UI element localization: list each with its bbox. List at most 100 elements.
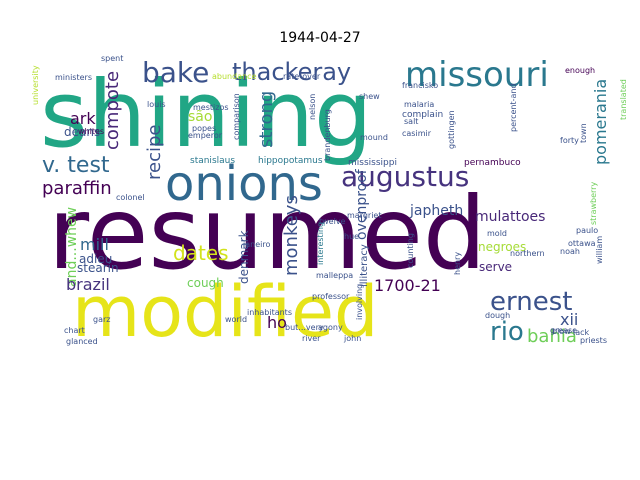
cloud-word: john — [343, 334, 361, 343]
cloud-word: ottawa — [568, 239, 596, 248]
cloud-word: blow — [552, 327, 571, 336]
cloud-word: noah — [560, 247, 580, 256]
cloud-word: twelve — [319, 217, 346, 226]
cloud-word: abundance — [212, 72, 257, 81]
cloud-word: cough — [187, 276, 224, 290]
cloud-word: modified — [72, 271, 379, 353]
cloud-word: ovenproof — [354, 168, 370, 240]
cloud-word: denmark — [237, 230, 251, 284]
cloud-word: louis — [147, 100, 166, 109]
cloud-word: comparison — [232, 93, 241, 140]
cloud-word: mill — [80, 235, 109, 254]
cloud-word: malaria — [404, 100, 434, 109]
cloud-word: complain — [402, 110, 443, 120]
cloud-word: bahia — [527, 326, 577, 347]
cloud-word: onions — [165, 156, 323, 212]
cloud-word: mold — [487, 229, 507, 238]
cloud-word: stanislaus — [190, 156, 235, 166]
cloud-word: casimir — [402, 129, 432, 138]
cloud-word: william — [595, 236, 604, 264]
cloud-word: northern — [510, 249, 545, 258]
cloud-word: grease — [550, 326, 577, 335]
cloud-word: agony — [318, 323, 343, 332]
cloud-word: and...whew — [64, 207, 80, 287]
cloud-word: mound — [360, 133, 388, 142]
cloud-word: garz — [93, 315, 110, 324]
cloud-word: pernambuco — [464, 158, 521, 168]
cloud-word: translated — [619, 79, 628, 120]
cloud-word: monkeys — [281, 195, 302, 276]
cloud-word: serve — [479, 260, 512, 274]
cloud-word: world — [225, 315, 247, 324]
cloud-word: francisko — [402, 81, 438, 90]
cloud-word: chart — [64, 326, 85, 335]
cloud-word: strong — [256, 91, 277, 148]
cloud-word: river — [302, 334, 321, 343]
cloud-word: but...very — [285, 323, 324, 332]
cloud-word: hue — [344, 232, 359, 241]
cloud-word: mestizos — [193, 103, 229, 112]
cloud-word: salt — [404, 117, 418, 126]
cloud-word: university — [31, 65, 40, 105]
cloud-word: inhabitants — [247, 308, 292, 317]
cloud-word: enough — [565, 66, 595, 75]
cloud-word: v. test — [42, 153, 110, 178]
cloud-word: glanced — [66, 337, 98, 346]
cloud-word: recipe — [144, 125, 165, 180]
cloud-word: malleppa — [316, 271, 353, 280]
cloud-word: stearin — [77, 261, 119, 275]
cloud-word: bake — [142, 56, 209, 89]
cloud-word: margriet — [347, 211, 382, 220]
cloud-word: paraffin — [42, 178, 112, 199]
cloud-word: pomerania — [591, 79, 610, 165]
cloud-word: nelson — [308, 94, 317, 120]
cloud-word: mulattoes — [475, 209, 545, 225]
cloud-word: priests — [580, 336, 607, 345]
cloud-word: counting — [406, 233, 415, 268]
cloud-word: whites — [78, 127, 104, 136]
cloud-word: compote — [102, 71, 123, 150]
cloud-word: missouri — [405, 55, 549, 95]
cloud-word: professor — [312, 292, 350, 301]
cloud-word: xii — [560, 310, 578, 329]
cloud-word: thackeray — [232, 58, 351, 86]
cloud-word: brazil — [66, 275, 110, 294]
cloud-word: percent-and — [509, 83, 518, 132]
cloud-word: ministers — [55, 73, 92, 82]
cloud-word: augustus — [341, 160, 469, 193]
cloud-word: dates — [173, 241, 229, 265]
cloud-word: forty — [560, 136, 579, 145]
cloud-word: gottingen — [447, 110, 456, 149]
cloud-word: emperor — [188, 131, 223, 140]
cloud-word: brandenburg — [323, 109, 332, 161]
cloud-word: dough — [485, 311, 510, 320]
cloud-word: popes — [192, 124, 216, 133]
cloud-word: 1700-21 — [374, 276, 441, 295]
cloud-word: ho — [267, 313, 287, 332]
cloud-word: strawberry — [589, 182, 598, 225]
cloud-word: adieu — [79, 252, 112, 266]
cloud-word: shining — [40, 61, 372, 168]
cloud-word: town — [579, 123, 588, 143]
chart-title: 1944-04-27 — [279, 30, 361, 46]
cloud-word: negroes — [478, 240, 526, 254]
cloud-word: henry — [453, 252, 462, 275]
cloud-word: são — [188, 109, 212, 125]
cloud-word: mississippi — [348, 158, 397, 168]
cloud-word: illiteracy — [359, 244, 370, 287]
cloud-word: interesting — [316, 222, 325, 265]
cloud-word: paulo — [576, 226, 598, 235]
cloud-word: rate-over — [283, 72, 321, 81]
cloud-word: ernest — [490, 287, 572, 317]
cloud-word: involving — [355, 284, 364, 320]
cloud-word: rio — [490, 317, 524, 347]
cloud-word: japheth — [409, 203, 463, 219]
cloud-word: colonel — [116, 193, 145, 202]
cloud-word: resumed — [48, 175, 486, 292]
cloud-word: lack — [573, 328, 590, 337]
cloud-word: janeiro — [242, 240, 270, 249]
cloud-word: shew — [359, 92, 380, 101]
cloud-word: ark — [70, 109, 96, 128]
cloud-word: spent — [101, 54, 123, 63]
